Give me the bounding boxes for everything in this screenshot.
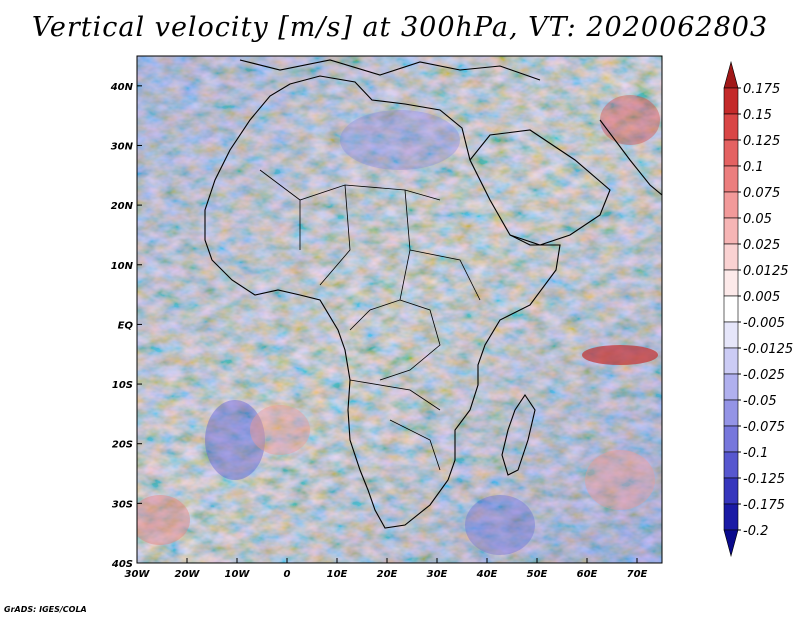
lat-tick-label: 20N (111, 201, 134, 212)
coastlines (204, 59, 662, 529)
colorbar-label: -0.025 (743, 368, 785, 383)
colorbar-swatch (723, 139, 739, 167)
colorbar-label: -0.0125 (743, 342, 793, 357)
colorbar-swatch (723, 321, 739, 349)
africa-coastline (204, 75, 561, 529)
lon-tick-label: 50E (527, 569, 548, 580)
lon-tick-label: 40E (476, 569, 498, 580)
asia-coast (599, 119, 662, 196)
colorbar-swatch (723, 503, 739, 531)
lon-tick-label: 20E (377, 569, 398, 580)
lat-tick-label: 30N (111, 141, 134, 152)
colorbar-label: 0.075 (743, 186, 780, 201)
colorbar-swatch (723, 60, 739, 89)
colorbar-swatch (723, 87, 739, 115)
colorbar-swatch (723, 113, 739, 141)
colorbar: 0.175 0.15 0.125 0.1 0.075 0.05 0.025 0.0125 0.0… (723, 60, 793, 558)
colorbar-swatch (723, 529, 739, 558)
internal-borders (259, 169, 481, 471)
lon-tick-label: 10E (327, 569, 348, 580)
colorbar-label: 0.1 (743, 160, 764, 175)
lat-tick-label: 10S (112, 380, 133, 391)
colorbar-swatch (723, 347, 739, 375)
map-frame (136, 55, 663, 564)
lat-tick-label: 30S (112, 499, 133, 510)
lat-tick-label: EQ (118, 320, 134, 331)
lon-tick-label: 30W (125, 569, 151, 580)
lat-tick-label: 40S (111, 559, 133, 570)
colorbar-swatch (723, 477, 739, 505)
colorbar-swatch (723, 217, 739, 245)
madagascar (501, 394, 536, 476)
colorbar-label: -0.175 (743, 498, 785, 513)
lat-tick-label: 10N (111, 261, 134, 272)
arabian-peninsula (469, 129, 611, 246)
colorbar-label: -0.125 (743, 472, 785, 487)
colorbar-swatch (723, 191, 739, 219)
lon-tick-label: 30E (427, 569, 448, 580)
colorbar-swatch (723, 165, 739, 193)
lat-tick-label: 20S (112, 440, 133, 451)
footer-credit: GrADS: IGES/COLA (4, 605, 87, 614)
colorbar-label: -0.05 (743, 394, 777, 409)
colorbar-label: 0.0125 (743, 264, 789, 279)
colorbar-label: 0.025 (743, 238, 780, 253)
colorbar-swatch (723, 295, 739, 323)
colorbar-label: 0.005 (743, 290, 780, 305)
colorbar-label: -0.005 (743, 316, 785, 331)
colorbar-swatch (723, 373, 739, 401)
europe-coast (239, 59, 541, 81)
colorbar-label: 0.15 (743, 108, 772, 123)
lon-tick-label: 10W (225, 569, 251, 580)
colorbar-label: -0.075 (743, 420, 785, 435)
velocity-field (137, 56, 662, 563)
lon-tick-label: 60E (577, 569, 598, 580)
colorbar-swatch (723, 243, 739, 271)
chart-title: Vertical velocity [m/s] at 300hPa, VT: 2… (31, 12, 769, 43)
colorbar-label: -0.1 (743, 446, 768, 461)
colorbar-swatch (723, 269, 739, 297)
lat-tick-label: 40N (110, 82, 134, 93)
colorbar-swatch (723, 451, 739, 479)
lon-tick-label: 20W (175, 569, 201, 580)
lon-tick-label: 0 (284, 569, 291, 580)
colorbar-label: 0.05 (743, 212, 772, 227)
lon-tick-label: 70E (627, 569, 648, 580)
colorbar-label: 0.175 (743, 82, 780, 97)
colorbar-swatch (723, 425, 739, 453)
colorbar-label: 0.125 (743, 134, 780, 149)
lat-axis: 40S 30S 20S 10S EQ 10N 20N 30N 40N (110, 82, 142, 570)
lon-axis: 30W 20W 10W 0 10E 20E 30E 40E 50E 60E 70E (125, 558, 648, 580)
colorbar-swatch (723, 399, 739, 427)
colorbar-label: -0.2 (743, 524, 768, 539)
